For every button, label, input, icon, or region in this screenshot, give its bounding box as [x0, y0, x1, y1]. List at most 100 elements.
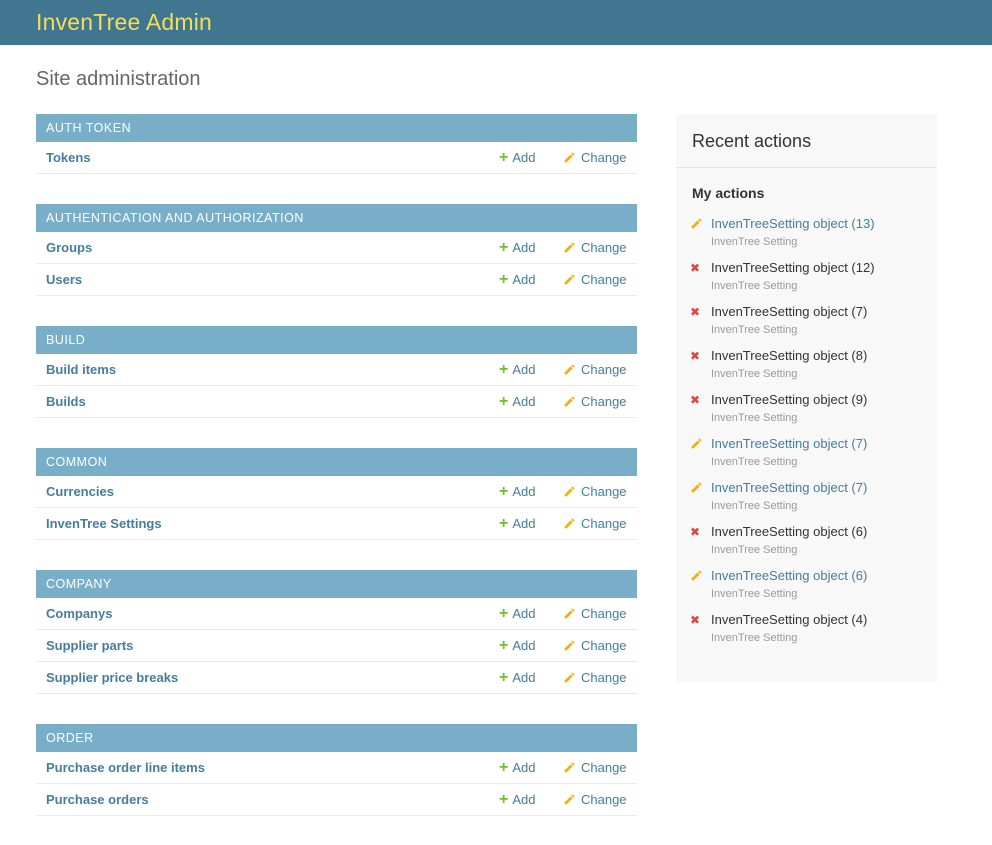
pencil-icon	[563, 639, 576, 652]
add-label: Add	[512, 638, 536, 653]
model-link[interactable]: Build items	[46, 362, 117, 377]
delete-x-icon: ✖	[690, 349, 701, 363]
recent-action-label[interactable]: InvenTreeSetting object (6)	[711, 568, 868, 583]
model-link[interactable]: Builds	[46, 394, 86, 409]
add-link[interactable]: + Add	[499, 516, 535, 532]
model-row: Supplier parts + Add Change	[36, 630, 637, 662]
app-module: COMPANY Companys + Add Change Supplier parts +…	[36, 570, 637, 694]
add-link[interactable]: + Add	[499, 638, 536, 654]
model-link[interactable]: InvenTree Settings	[46, 516, 162, 531]
add-label: Add	[512, 484, 536, 499]
model-link[interactable]: Purchase orders	[46, 792, 149, 807]
app-section-header[interactable]: COMPANY	[36, 570, 637, 598]
change-link[interactable]: Change	[563, 362, 627, 377]
model-link[interactable]: Groups	[46, 240, 93, 255]
add-label: Add	[512, 272, 536, 287]
change-cell: Change	[563, 484, 627, 499]
recent-action-label[interactable]: InvenTreeSetting object (7)	[711, 480, 868, 495]
recent-action-item: InvenTreeSetting object (13) InvenTree Se…	[691, 216, 923, 249]
change-link[interactable]: Change	[563, 792, 627, 807]
page-title: Site administration	[36, 68, 201, 90]
add-label: Add	[512, 670, 536, 685]
change-label: Change	[581, 272, 627, 287]
add-link[interactable]: + Add	[499, 792, 535, 808]
model-link[interactable]: Purchase order line items	[46, 760, 205, 775]
app-module: BUILD Build items + Add Change Builds + Add Chan…	[36, 326, 637, 418]
add-link[interactable]: + Add	[499, 669, 536, 686]
add-cell: + Add	[499, 393, 563, 410]
recent-action-model: InvenTree Setting	[711, 368, 798, 380]
change-label: Change	[581, 484, 627, 499]
add-label: Add	[512, 760, 536, 775]
pencil-icon	[563, 151, 576, 164]
recent-action-label: InvenTreeSetting object (4)	[711, 612, 868, 627]
model-link[interactable]: Companys	[46, 606, 113, 621]
model-row: Companys + Add Change	[36, 598, 637, 630]
change-cell: Change	[563, 670, 627, 685]
model-link[interactable]: Supplier price breaks	[46, 670, 179, 685]
add-link[interactable]: + Add	[499, 240, 535, 256]
app-section-header[interactable]: COMMON	[36, 448, 637, 476]
model-row: Groups + Add Change	[36, 232, 637, 264]
delete-x-icon: ✖	[690, 525, 701, 539]
add-label: Add	[512, 394, 536, 409]
add-cell: + Add	[499, 484, 563, 500]
change-link[interactable]: Change	[563, 606, 627, 621]
add-cell: + Add	[499, 669, 563, 686]
model-link[interactable]: Users	[46, 272, 83, 287]
add-link[interactable]: + Add	[499, 272, 536, 288]
pencil-icon	[563, 607, 576, 620]
change-cell: Change	[563, 150, 627, 165]
pencil-icon	[563, 671, 576, 684]
model-link[interactable]: Tokens	[46, 150, 91, 165]
change-label: Change	[581, 792, 627, 807]
add-link[interactable]: + Add	[499, 760, 536, 776]
recent-action-model: InvenTree Setting	[711, 324, 798, 336]
recent-action-model: InvenTree Setting	[711, 544, 798, 556]
plus-icon: +	[499, 393, 509, 410]
pencil-icon	[563, 517, 576, 530]
change-cell: Change	[563, 792, 627, 807]
app-section-header[interactable]: ORDER	[36, 724, 637, 752]
recent-action-item: ✖ InvenTreeSetting object (4) InvenTree Se…	[690, 612, 923, 645]
add-link[interactable]: + Add	[499, 606, 535, 622]
recent-actions-panel: Recent actions My actions InvenTreeSetti…	[676, 114, 937, 682]
recent-action-model: InvenTree Setting	[711, 500, 798, 512]
recent-action-label[interactable]: InvenTreeSetting object (13)	[711, 216, 875, 231]
change-link[interactable]: Change	[563, 394, 627, 409]
add-link[interactable]: + Add	[499, 484, 536, 500]
pencil-icon	[690, 569, 706, 582]
change-cell: Change	[563, 394, 627, 409]
pencil-icon	[690, 481, 706, 494]
plus-icon: +	[499, 669, 509, 686]
add-link[interactable]: + Add	[499, 393, 536, 410]
add-link[interactable]: + Add	[499, 362, 535, 378]
change-link[interactable]: Change	[563, 670, 627, 685]
model-link[interactable]: Supplier parts	[46, 638, 134, 653]
site-branding-link[interactable]: InvenTree Admin	[36, 9, 213, 35]
my-actions-subtitle: My actions	[692, 185, 765, 201]
pencil-icon	[563, 761, 576, 774]
pencil-icon	[563, 395, 576, 408]
add-link[interactable]: + Add	[499, 150, 535, 166]
app-section-header[interactable]: AUTHENTICATION AND AUTHORIZATION	[36, 204, 637, 232]
change-link[interactable]: Change	[563, 240, 627, 255]
model-row: Purchase orders + Add Change	[36, 784, 637, 816]
model-link[interactable]: Currencies	[46, 484, 114, 499]
change-link[interactable]: Change	[563, 150, 627, 165]
model-row: Builds + Add Change	[36, 386, 637, 418]
change-link[interactable]: Change	[563, 638, 627, 653]
change-link[interactable]: Change	[563, 272, 627, 287]
app-section-header[interactable]: AUTH TOKEN	[36, 114, 637, 142]
recent-action-model: InvenTree Setting	[711, 588, 798, 600]
delete-x-icon: ✖	[690, 261, 701, 275]
add-cell: + Add	[499, 760, 563, 776]
change-link[interactable]: Change	[563, 760, 627, 775]
app-section-header[interactable]: BUILD	[36, 326, 637, 354]
change-label: Change	[581, 606, 627, 621]
add-cell: + Add	[499, 516, 563, 532]
change-link[interactable]: Change	[563, 484, 627, 499]
change-link[interactable]: Change	[563, 516, 627, 531]
recent-action-label[interactable]: InvenTreeSetting object (7)	[711, 436, 868, 451]
change-cell: Change	[563, 760, 627, 775]
